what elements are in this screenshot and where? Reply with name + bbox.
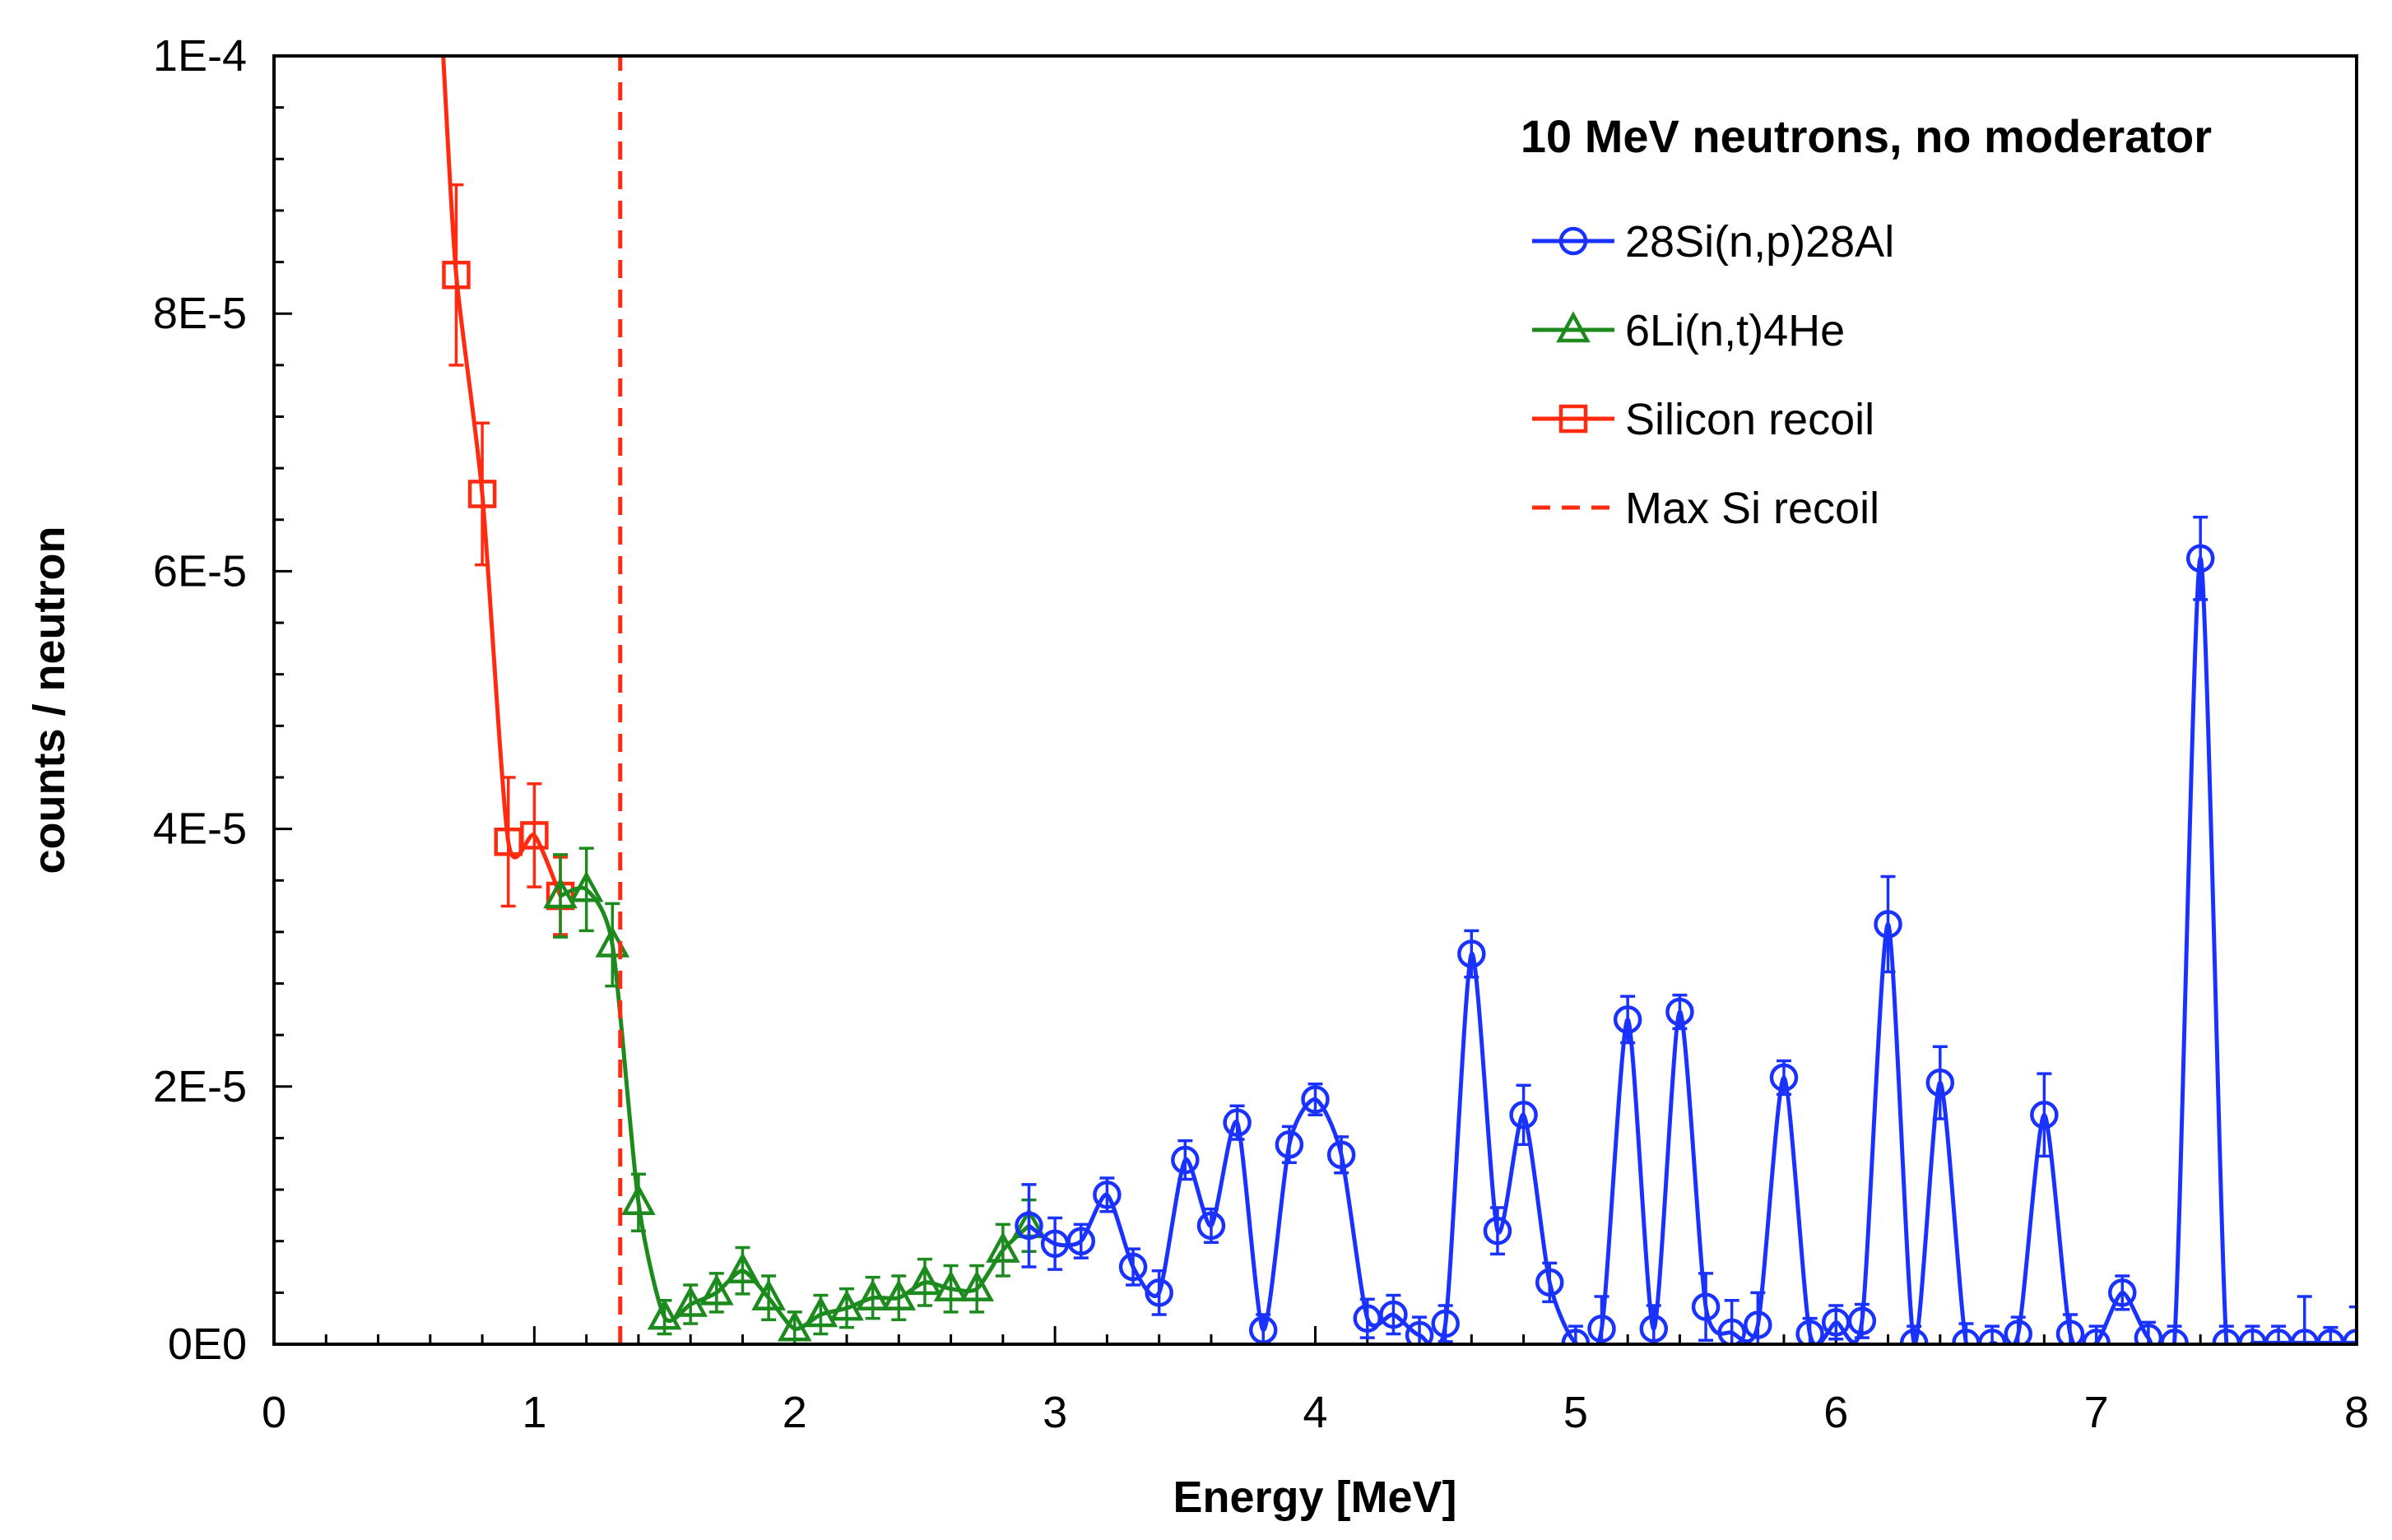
6li-n-t-4he-line [560, 885, 1031, 1331]
28si-n-p-28al-point [1248, 1315, 1278, 1344]
6li-n-t-4he-point [986, 1232, 1020, 1263]
28si-n-p-28al-point [1275, 1130, 1304, 1159]
28si-n-p-28al-point [2108, 1278, 2137, 1307]
legend-item-6li-n-t-4he: 6Li(n,t)4He [1532, 306, 1845, 355]
28si-n-p-28al-point [1457, 939, 1486, 968]
28si-n-p-28al-point [1483, 1216, 1512, 1245]
28si-n-p-28al-point [1093, 1181, 1122, 1209]
28si-n-p-28al-point [1613, 1005, 1642, 1034]
28si-n-p-28al-point [2134, 1323, 2163, 1344]
x-tick-label: 4 [1303, 1388, 1327, 1437]
series-0 [1015, 515, 2357, 1344]
y-tick-label: 2E-5 [153, 1062, 247, 1111]
28si-n-p-28al-point [1665, 997, 1694, 1027]
6li-n-t-4he-point [569, 870, 604, 902]
y-tick-label: 6E-5 [153, 546, 247, 596]
legend-label: Max Si recoil [1625, 484, 1879, 533]
28si-n-p-28al-point [1353, 1304, 1382, 1333]
legend-label: Silicon recoil [1625, 395, 1874, 444]
chart-title: 10 MeV neutrons, no moderator [1521, 110, 2212, 162]
28si-n-p-28al-point [1015, 1211, 1043, 1241]
y-tick-label: 4E-5 [153, 805, 247, 854]
28si-n-p-28al-point [1691, 1292, 1721, 1321]
6li-n-t-4he-point [959, 1269, 995, 1301]
28si-n-p-28al-point [1431, 1309, 1460, 1338]
6li-n-t-4he-point [751, 1278, 786, 1310]
6li-n-t-4he-point [829, 1289, 864, 1321]
28si-n-p-28al-point [1509, 1101, 1538, 1129]
28si-n-p-28al-point [1171, 1145, 1200, 1175]
6li-n-t-4he-point [777, 1310, 812, 1342]
28si-n-p-28al-point [1118, 1252, 1148, 1282]
6li-n-t-4he-point [933, 1269, 968, 1301]
x-tick-label: 6 [1823, 1388, 1848, 1437]
x-tick-label: 5 [1563, 1388, 1588, 1437]
x-tick-label: 8 [2344, 1388, 2369, 1437]
plot-frame [272, 54, 2358, 1346]
28si-n-p-28al-point [1301, 1085, 1330, 1114]
silicon-recoil-point [520, 821, 549, 850]
28si-n-p-28al-point [1405, 1320, 1434, 1344]
y-tick-label: 1E-4 [153, 31, 247, 81]
legend-marker [1556, 311, 1591, 343]
28si-n-p-28al-point [1326, 1140, 1356, 1170]
28si-n-p-28al-point [2185, 544, 2215, 573]
legend-item-silicon-recoil: Silicon recoil [1532, 395, 1874, 444]
series-2 [441, 56, 575, 936]
plot-area [441, 56, 2357, 1344]
y-axis-title: counts / neutron [25, 526, 74, 874]
silicon-recoil-point [467, 480, 497, 508]
28si-n-p-28al-point [1145, 1278, 1173, 1307]
silicon-recoil-line [441, 56, 563, 898]
x-tick-label: 7 [2084, 1388, 2109, 1437]
28si-n-p-28al-point [1196, 1211, 1226, 1241]
28si-n-p-28al-point [1847, 1306, 1877, 1336]
28si-n-p-28al-point [2004, 1320, 2032, 1344]
6li-n-t-4he-point [908, 1264, 942, 1296]
28si-n-p-28al-point [1717, 1318, 1746, 1344]
28si-n-p-28al-point [1639, 1314, 1669, 1343]
28si-n-p-28al-point [1587, 1314, 1616, 1343]
6li-n-t-4he-point [881, 1278, 917, 1310]
6li-n-t-4he-point [803, 1296, 838, 1328]
y-tick-label: 8E-5 [153, 289, 247, 338]
28si-n-p-28al-point [1925, 1068, 1955, 1097]
28si-n-p-28al-point [1795, 1320, 1824, 1344]
x-axis-title: Energy [MeV] [1173, 1473, 1456, 1522]
series-1 [543, 847, 1047, 1344]
6li-n-t-4he-point [647, 1298, 682, 1330]
28si-n-p-28al-point [1223, 1108, 1252, 1137]
28si-n-p-28al-point [1066, 1227, 1096, 1255]
x-tick-label: 3 [1043, 1388, 1067, 1437]
28si-n-p-28al-point [1744, 1310, 1772, 1339]
28si-n-p-28al-point [1874, 910, 1902, 939]
6li-n-t-4he-point [725, 1252, 760, 1283]
28si-n-p-28al-point [1535, 1268, 1564, 1297]
legend-item-max-si-recoil: Max Si recoil [1532, 484, 1879, 533]
x-tick-label: 2 [783, 1388, 807, 1437]
legend: 10 MeV neutrons, no moderator 28Si(n,p)2… [1521, 110, 2212, 533]
6li-n-t-4he-point [855, 1278, 890, 1310]
6li-n-t-4he-point [543, 877, 578, 909]
6li-n-t-4he-point [621, 1184, 656, 1215]
28si-n-p-28al-point [1769, 1063, 1799, 1092]
6li-n-t-4he-point [699, 1273, 734, 1306]
x-tick-label: 0 [262, 1388, 286, 1437]
y-tick-label: 0E0 [168, 1320, 247, 1369]
legend-item-28si-n-p-28al: 28Si(n,p)28Al [1532, 217, 1894, 267]
legend-marker [1558, 404, 1588, 434]
legend-marker [1558, 226, 1588, 256]
28si-n-p-28al-point [2055, 1320, 2085, 1344]
legend-label: 6Li(n,t)4He [1625, 306, 1845, 355]
legend-label: 28Si(n,p)28Al [1625, 217, 1894, 267]
28si-n-p-28al-point [1379, 1300, 1408, 1329]
28si-n-p-28al-point [2030, 1101, 2059, 1129]
x-tick-label: 1 [522, 1388, 546, 1437]
6li-n-t-4he-point [673, 1285, 708, 1317]
silicon-recoil-point [442, 260, 471, 290]
